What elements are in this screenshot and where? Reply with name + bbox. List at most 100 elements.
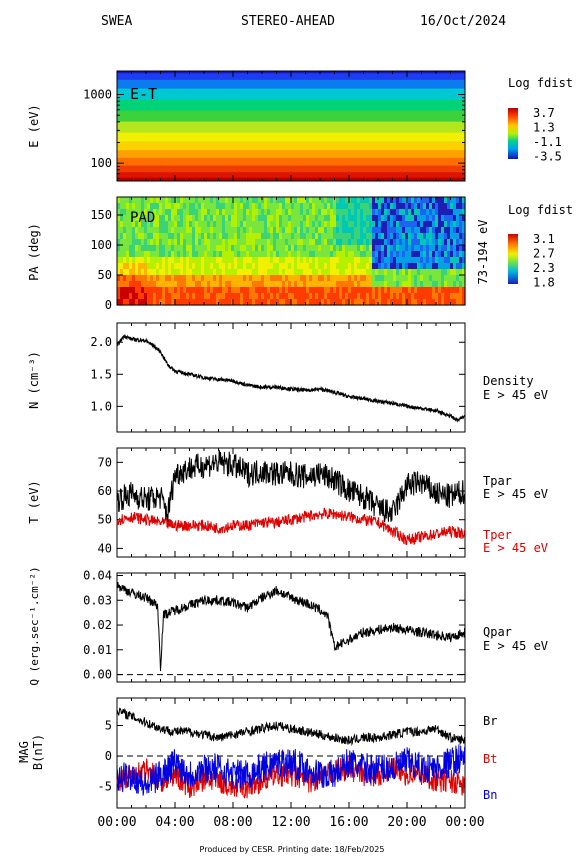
colorbar — [508, 234, 518, 284]
pad-cell — [237, 251, 241, 258]
pad-cell — [459, 233, 463, 240]
pad-cell — [171, 221, 175, 228]
pad-cell — [129, 275, 133, 282]
pad-cell — [195, 257, 199, 264]
pad-cell — [189, 245, 193, 252]
pad-cell — [132, 293, 136, 300]
pad-cell — [288, 233, 292, 240]
pad-cell — [132, 245, 136, 252]
pad-cell — [249, 203, 253, 210]
pad-cell — [222, 251, 226, 258]
pad-cell — [315, 281, 319, 288]
pitch-angle-spectrogram — [117, 197, 466, 306]
pad-cell — [387, 233, 391, 240]
pad-cell — [216, 251, 220, 258]
pad-cell — [165, 293, 169, 300]
pad-cell — [153, 209, 157, 216]
y-tick-label: 1.0 — [90, 399, 112, 413]
pad-cell — [366, 203, 370, 210]
pad-cell — [357, 215, 361, 222]
pad-cell — [201, 203, 205, 210]
pad-cell — [339, 197, 343, 204]
pad-cell — [357, 221, 361, 228]
pad-cell — [117, 221, 121, 228]
pad-cell — [153, 197, 157, 204]
pad-cell — [312, 227, 316, 234]
pad-cell — [339, 221, 343, 228]
pad-cell — [438, 299, 442, 306]
pad-cell — [267, 293, 271, 300]
pad-cell — [234, 209, 238, 216]
pad-cell — [414, 215, 418, 222]
pad-cell — [369, 233, 373, 240]
pad-cell — [189, 293, 193, 300]
x-tick-label: 12:00 — [271, 815, 310, 830]
pad-cell — [297, 239, 301, 246]
pad-cell — [243, 245, 247, 252]
pad-cell — [267, 227, 271, 234]
pad-cell — [135, 233, 139, 240]
pad-cell — [264, 203, 268, 210]
pad-cell — [258, 263, 262, 270]
pad-cell — [177, 293, 181, 300]
pad-cell — [216, 203, 220, 210]
pad-cell — [225, 251, 229, 258]
pad-cell — [444, 281, 448, 288]
pad-cell — [324, 251, 328, 258]
pad-cell — [150, 287, 154, 294]
pad-cell — [120, 239, 124, 246]
pad-cell — [150, 197, 154, 204]
pad-cell — [309, 257, 313, 264]
pad-cell — [231, 239, 235, 246]
pad-cell — [246, 203, 250, 210]
pad-cell — [267, 209, 271, 216]
y-tick-label: 0.00 — [83, 668, 112, 682]
pad-cell — [225, 245, 229, 252]
pad-cell — [306, 215, 310, 222]
pad-cell — [405, 245, 409, 252]
pad-cell — [438, 197, 442, 204]
pad-cell — [369, 221, 373, 228]
pad-cell — [366, 245, 370, 252]
pad-cell — [306, 251, 310, 258]
pad-cell — [309, 263, 313, 270]
pad-cell — [423, 197, 427, 204]
spectrogram-band — [117, 121, 465, 134]
pad-cell — [249, 239, 253, 246]
pad-cell — [144, 221, 148, 228]
pad-cell — [306, 257, 310, 264]
pad-cell — [396, 275, 400, 282]
pad-cell — [408, 269, 412, 276]
series-label: Density — [483, 374, 534, 388]
pad-cell — [225, 293, 229, 300]
pad-cell — [204, 263, 208, 270]
pad-cell — [249, 215, 253, 222]
pad-cell — [333, 257, 337, 264]
pad-cell — [411, 221, 415, 228]
pad-cell — [120, 203, 124, 210]
pad-cell — [297, 245, 301, 252]
pad-cell — [375, 203, 379, 210]
pad-cell — [339, 269, 343, 276]
pad-cell — [369, 227, 373, 234]
pad-cell — [126, 245, 130, 252]
pad-cell — [156, 203, 160, 210]
pad-cell — [336, 203, 340, 210]
pad-cell — [312, 215, 316, 222]
pad-cell — [342, 251, 346, 258]
pad-cell — [189, 281, 193, 288]
pad-cell — [312, 245, 316, 252]
pad-cell — [369, 239, 373, 246]
pad-cell — [162, 251, 166, 258]
pad-cell — [168, 239, 172, 246]
pad-cell — [402, 209, 406, 216]
pad-cell — [423, 221, 427, 228]
pad-cell — [381, 281, 385, 288]
pad-cell — [195, 269, 199, 276]
pad-cell — [354, 269, 358, 276]
pad-cell — [192, 281, 196, 288]
pad-cell — [288, 221, 292, 228]
pad-cell — [222, 239, 226, 246]
pad-cell — [159, 269, 163, 276]
pad-cell — [123, 221, 127, 228]
